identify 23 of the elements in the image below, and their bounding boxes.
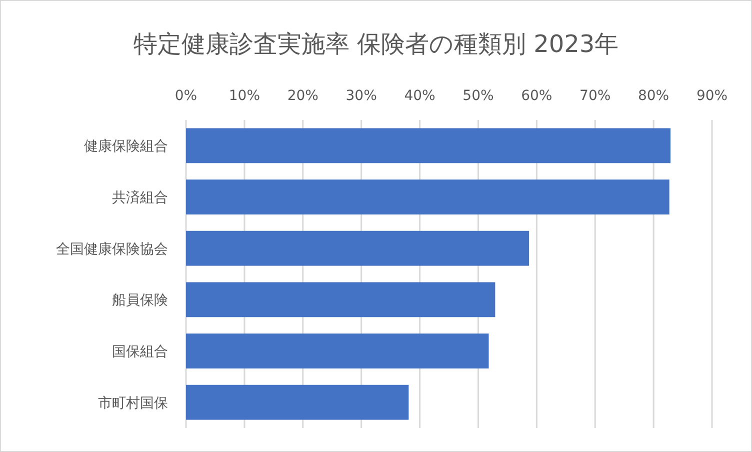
y-tick-label: 国保組合 bbox=[112, 344, 168, 360]
x-tick-label: 80% bbox=[638, 88, 670, 104]
y-tick-label: 健康保険組合 bbox=[84, 138, 168, 155]
x-tick-label: 20% bbox=[287, 88, 318, 104]
x-tick-label: 60% bbox=[521, 88, 552, 104]
bar bbox=[186, 128, 671, 164]
x-tick-label: 0% bbox=[174, 88, 198, 104]
x-tick-label: 90% bbox=[696, 88, 728, 104]
bar bbox=[186, 180, 670, 214]
bar bbox=[186, 334, 489, 368]
y-tick-label: 共済組合 bbox=[112, 190, 168, 206]
y-tick-label: 船員保険 bbox=[112, 292, 168, 309]
y-tick-label: 全国健康保険協会 bbox=[56, 241, 168, 258]
x-tick-label: 70% bbox=[580, 88, 611, 104]
title: 特定健康診査実施率 保険者の種類別 2023年 bbox=[133, 30, 619, 58]
x-tick-label: 30% bbox=[346, 88, 377, 104]
x-tick-label: 40% bbox=[404, 88, 436, 104]
x-tick-label: 50% bbox=[462, 88, 494, 104]
bar bbox=[186, 282, 496, 318]
y-tick-label: 市町村国保 bbox=[98, 395, 168, 412]
bar bbox=[186, 384, 409, 420]
x-tick-label: 10% bbox=[228, 88, 260, 104]
bar bbox=[186, 230, 530, 266]
